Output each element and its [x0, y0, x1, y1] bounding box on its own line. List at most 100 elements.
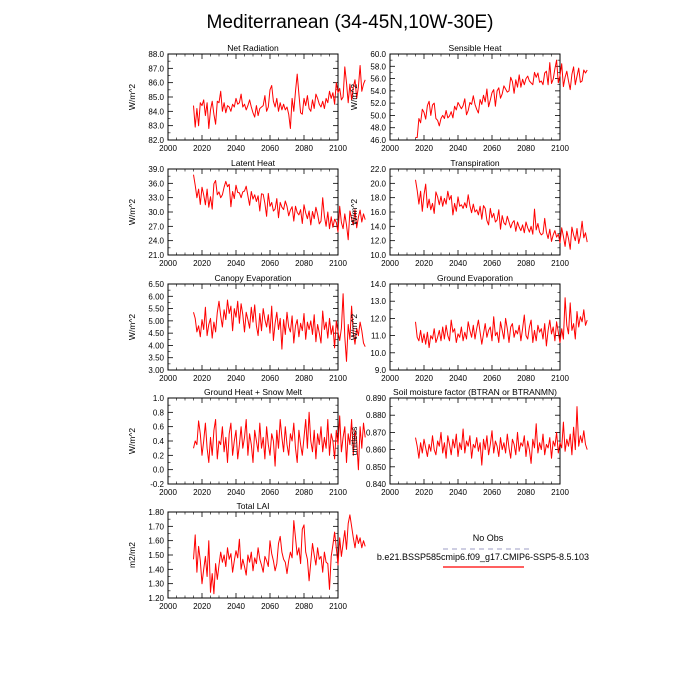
y-tick-label: 1.20 — [148, 594, 164, 603]
x-tick-label: 2000 — [381, 259, 399, 268]
panels: Net Radiation W/m^2 2000 2020 2040 2060 2080 21… — [127, 43, 588, 611]
x-tick-label: 2080 — [295, 488, 313, 497]
series-line — [193, 293, 366, 362]
series-line — [415, 406, 588, 466]
y-tick-label: 1.40 — [148, 565, 164, 574]
x-tick-label: 2080 — [517, 259, 535, 268]
x-tick-label: 2060 — [483, 259, 501, 268]
y-tick-label: 6.50 — [148, 280, 164, 289]
x-tick-label: 2080 — [517, 144, 535, 153]
series-line — [193, 65, 366, 129]
series-line — [193, 514, 366, 595]
legend: No Obs b.e21.BSSP585cmip6.f09_g17.CMIP6-… — [377, 533, 589, 568]
x-tick-label: 2000 — [159, 602, 177, 611]
panel-title: Transpiration — [450, 158, 500, 168]
plot-frame — [389, 283, 561, 371]
x-tick-label: 2020 — [415, 374, 433, 383]
plot-frame — [167, 283, 339, 371]
y-axis-label: W/m^2 — [127, 314, 137, 340]
plot-frame — [167, 53, 339, 141]
x-tick-label: 2000 — [159, 259, 177, 268]
y-tick-label: 22.0 — [370, 165, 386, 174]
y-axis-label: W/m^2 — [349, 84, 359, 110]
x-tick-label: 2040 — [449, 259, 467, 268]
y-tick-label: 50.0 — [370, 111, 386, 120]
y-tick-label: 88.0 — [148, 50, 164, 59]
x-tick-label: 2040 — [449, 374, 467, 383]
y-tick-label: 1.50 — [148, 551, 164, 560]
plot-frame — [167, 397, 339, 485]
y-tick-label: 36.0 — [148, 179, 164, 188]
y-tick-label: 39.0 — [148, 165, 164, 174]
x-tick-label: 2080 — [295, 144, 313, 153]
y-tick-label: 6.00 — [148, 292, 164, 301]
x-tick-label: 2080 — [295, 374, 313, 383]
y-tick-label: 0.890 — [366, 394, 387, 403]
y-axis-label: unitless — [349, 427, 359, 456]
x-tick-label: 2040 — [449, 488, 467, 497]
y-tick-label: 4.00 — [148, 341, 164, 350]
y-tick-label: 1.80 — [148, 508, 164, 517]
y-tick-label: 0.4 — [153, 437, 165, 446]
x-tick-label: 2100 — [551, 259, 569, 268]
series-line — [193, 174, 366, 241]
panel-title: Total LAI — [236, 501, 269, 511]
y-tick-label: 52.0 — [370, 99, 386, 108]
y-tick-label: 21.0 — [148, 251, 164, 260]
x-tick-label: 2060 — [483, 144, 501, 153]
x-tick-label: 2000 — [381, 488, 399, 497]
y-tick-label: 58.0 — [370, 62, 386, 71]
x-tick-label: 2040 — [449, 144, 467, 153]
panel-title: Net Radiation — [227, 43, 279, 53]
y-tick-label: 10.0 — [370, 349, 386, 358]
y-tick-label: 86.0 — [148, 79, 164, 88]
y-tick-label: 60.0 — [370, 50, 386, 59]
x-tick-label: 2020 — [415, 259, 433, 268]
y-axis-label: W/m^2 — [349, 199, 359, 225]
series-line — [415, 179, 588, 250]
y-tick-label: 1.60 — [148, 537, 164, 546]
x-tick-label: 2100 — [329, 488, 347, 497]
y-tick-label: 85.0 — [148, 93, 164, 102]
series-line — [193, 411, 366, 471]
y-tick-label: 27.0 — [148, 222, 164, 231]
x-tick-label: 2020 — [193, 602, 211, 611]
x-tick-label: 2060 — [261, 488, 279, 497]
y-tick-label: 1.0 — [153, 394, 165, 403]
y-tick-label: 30.0 — [148, 208, 164, 217]
panel-title: Soil moisture factor (BTRAN or BTRANMN) — [393, 387, 557, 397]
x-tick-label: 2020 — [193, 374, 211, 383]
x-tick-label: 2080 — [517, 488, 535, 497]
y-tick-label: 0.880 — [366, 411, 387, 420]
panel-latent-heat: Latent Heat W/m^2 2000 2020 2040 2060 2080 2100… — [127, 158, 366, 268]
y-tick-label: 3.00 — [148, 366, 164, 375]
y-tick-label: 84.0 — [148, 107, 164, 116]
x-tick-label: 2060 — [261, 144, 279, 153]
series-line — [415, 59, 588, 138]
x-tick-label: 2060 — [261, 602, 279, 611]
x-tick-label: 2060 — [483, 374, 501, 383]
y-tick-label: 20.0 — [370, 179, 386, 188]
plot-frame — [389, 53, 561, 141]
y-tick-label: 24.0 — [148, 237, 164, 246]
x-tick-label: 2080 — [295, 602, 313, 611]
x-tick-label: 2000 — [381, 144, 399, 153]
y-tick-label: 56.0 — [370, 75, 386, 84]
y-tick-label: 0.870 — [366, 428, 387, 437]
x-tick-label: 2020 — [193, 144, 211, 153]
x-tick-label: 2020 — [415, 488, 433, 497]
y-tick-label: 0.6 — [153, 423, 165, 432]
x-tick-label: 2000 — [159, 144, 177, 153]
panel-soil-moisture-factor-btran-or-btranmn: Soil moisture factor (BTRAN or BTRANMN) u… — [349, 387, 588, 497]
x-tick-label: 2100 — [329, 374, 347, 383]
panel-title: Ground Evaporation — [437, 273, 513, 283]
y-tick-label: 14.0 — [370, 280, 386, 289]
y-tick-label: 46.0 — [370, 136, 386, 145]
y-axis-label: m2/m2 — [127, 542, 137, 568]
y-axis-label: W/m^2 — [127, 199, 137, 225]
x-tick-label: 2100 — [329, 259, 347, 268]
y-tick-label: 48.0 — [370, 124, 386, 133]
x-tick-label: 2020 — [193, 488, 211, 497]
x-tick-label: 2060 — [483, 488, 501, 497]
x-tick-label: 2060 — [261, 374, 279, 383]
